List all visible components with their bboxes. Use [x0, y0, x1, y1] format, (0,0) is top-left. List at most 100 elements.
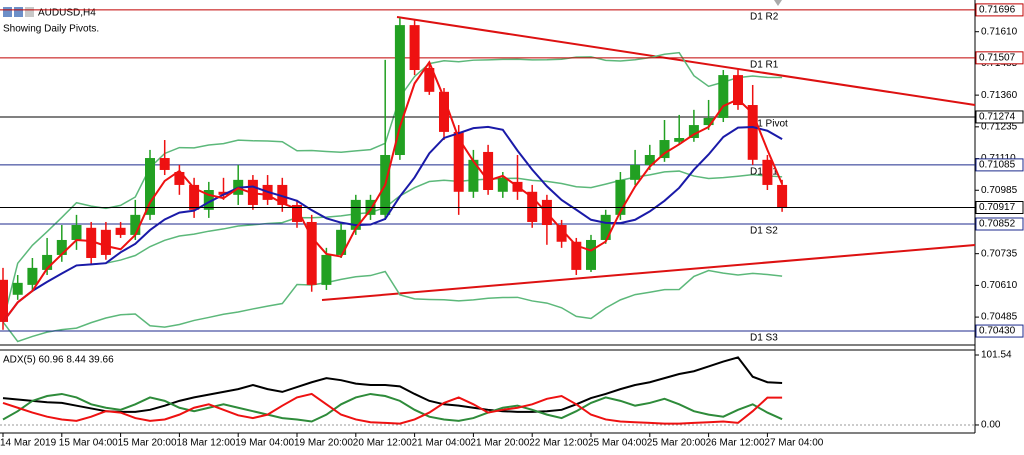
x-tick-label: 15 Mar 20:00: [118, 438, 177, 449]
candle-body: [42, 254, 53, 270]
candle-body: [306, 221, 317, 285]
candle-body: [321, 254, 332, 285]
candle-body: [497, 177, 508, 192]
candle-body: [439, 91, 449, 132]
candle-body: [644, 154, 655, 165]
x-tick-label: 14 Mar 2019: [0, 438, 57, 449]
candle-body: [145, 158, 155, 215]
pivot-price-box: [975, 158, 1024, 172]
x-tick-label: 22 Mar 12:00: [529, 438, 588, 449]
y-tick-label: 0.71610: [981, 26, 1018, 37]
candle-body: [12, 282, 23, 295]
candle-body: [56, 239, 67, 255]
y-tick-label: 0.70485: [981, 312, 1018, 323]
candle-body: [277, 184, 288, 205]
x-tick-label: 20 Mar 12:00: [353, 438, 412, 449]
symbol-label: AUDUSD,H4: [38, 8, 96, 19]
candle-body: [86, 227, 97, 258]
pivot-name: D1 Pivot: [750, 119, 788, 130]
x-tick-label: 27 Mar 04:00: [764, 438, 823, 449]
candle-body: [703, 117, 714, 126]
pivot-price-box: [975, 3, 1024, 17]
candle-body: [71, 225, 82, 240]
pivot-price: 0.71696: [979, 5, 1016, 16]
bollinger-lower: [2, 269, 783, 343]
candle-body: [600, 214, 611, 240]
pivot-price: 0.71274: [979, 112, 1016, 123]
pivot-name: D1 R1: [750, 59, 779, 70]
y-tick-label: 0.70735: [981, 248, 1018, 259]
candle-body: [762, 159, 773, 185]
current-price-box: [975, 201, 1024, 215]
pivot-price: 0.70852: [979, 219, 1016, 230]
indicator-line: [2, 392, 783, 425]
x-tick-label: 18 Mar 12:00: [176, 438, 235, 449]
indicator-label: ADX(5) 60.96 8.44 39.66: [3, 355, 114, 366]
candle-body: [27, 267, 38, 285]
candle-body: [115, 227, 126, 235]
pivot-price: 0.71085: [979, 160, 1016, 171]
subtitle: Showing Daily Pivots.: [3, 24, 99, 35]
pivot-price-box: [975, 324, 1024, 338]
y-tick-label: 0.71235: [981, 121, 1018, 132]
pivot-price: 0.71507: [979, 52, 1016, 63]
candle-body: [336, 229, 347, 255]
pivot-price-box: [975, 217, 1024, 231]
x-tick-label: 25 Mar 04:00: [588, 438, 647, 449]
x-tick-label: 19 Mar 20:00: [294, 438, 353, 449]
candle-body: [659, 140, 670, 159]
candle-body: [527, 191, 538, 222]
bollinger-middle: [2, 170, 783, 323]
candle-body: [556, 225, 567, 242]
symbol-icon: [3, 7, 34, 17]
pivot-price: 0.70430: [979, 326, 1016, 337]
y-tick-label: 0.70610: [981, 280, 1018, 291]
moving-average-fast: [2, 60, 784, 323]
x-tick-label: 15 Mar 04:00: [59, 438, 118, 449]
current-price-label: 0.70917: [979, 202, 1016, 213]
indicator-line: [2, 392, 783, 423]
pivot-price-box: [975, 51, 1024, 65]
candle-body: [350, 199, 361, 230]
candle-body: [424, 67, 435, 92]
candle-body: [615, 179, 626, 215]
candle-body: [674, 138, 685, 142]
indicator-line: [2, 356, 783, 413]
candle-body: [777, 184, 788, 208]
candle-body: [130, 214, 141, 235]
candle-body: [571, 241, 582, 270]
candle-body: [203, 190, 214, 210]
candle-body: [453, 131, 464, 192]
candle-body: [174, 171, 185, 185]
candle-body: [483, 151, 494, 191]
x-tick-label: 19 Mar 04:00: [235, 438, 294, 449]
candle-body: [159, 158, 170, 170]
candle-body: [0, 279, 8, 322]
candle-body: [468, 159, 479, 192]
candle-body: [747, 105, 758, 160]
shift-marker: [774, 0, 782, 6]
pivot-name: D1 S3: [750, 333, 778, 344]
pivot-name: D1 S2: [750, 226, 778, 237]
bollinger-upper: [2, 51, 783, 323]
candle-body: [586, 239, 596, 270]
indicator-tick-label: 0.00: [981, 420, 1001, 431]
x-tick-label: 25 Mar 20:00: [647, 438, 706, 449]
candle-body: [394, 25, 405, 155]
x-tick-label: 21 Mar 20:00: [470, 438, 529, 449]
candle-body: [100, 229, 111, 255]
x-tick-label: 26 Mar 12:00: [706, 438, 765, 449]
indicator-tick-label: 101.54: [981, 350, 1012, 361]
pivot-price-box: [975, 110, 1024, 124]
x-tick-label: 21 Mar 04:00: [412, 438, 471, 449]
pivot-name: D1 R2: [750, 12, 779, 23]
candle-body: [733, 75, 743, 106]
trend-line: [321, 244, 976, 301]
candle-body: [630, 164, 641, 180]
y-tick-label: 0.71360: [981, 90, 1018, 101]
candle-body: [189, 184, 200, 210]
candle-body: [218, 191, 229, 195]
y-tick-label: 0.70985: [981, 185, 1018, 196]
